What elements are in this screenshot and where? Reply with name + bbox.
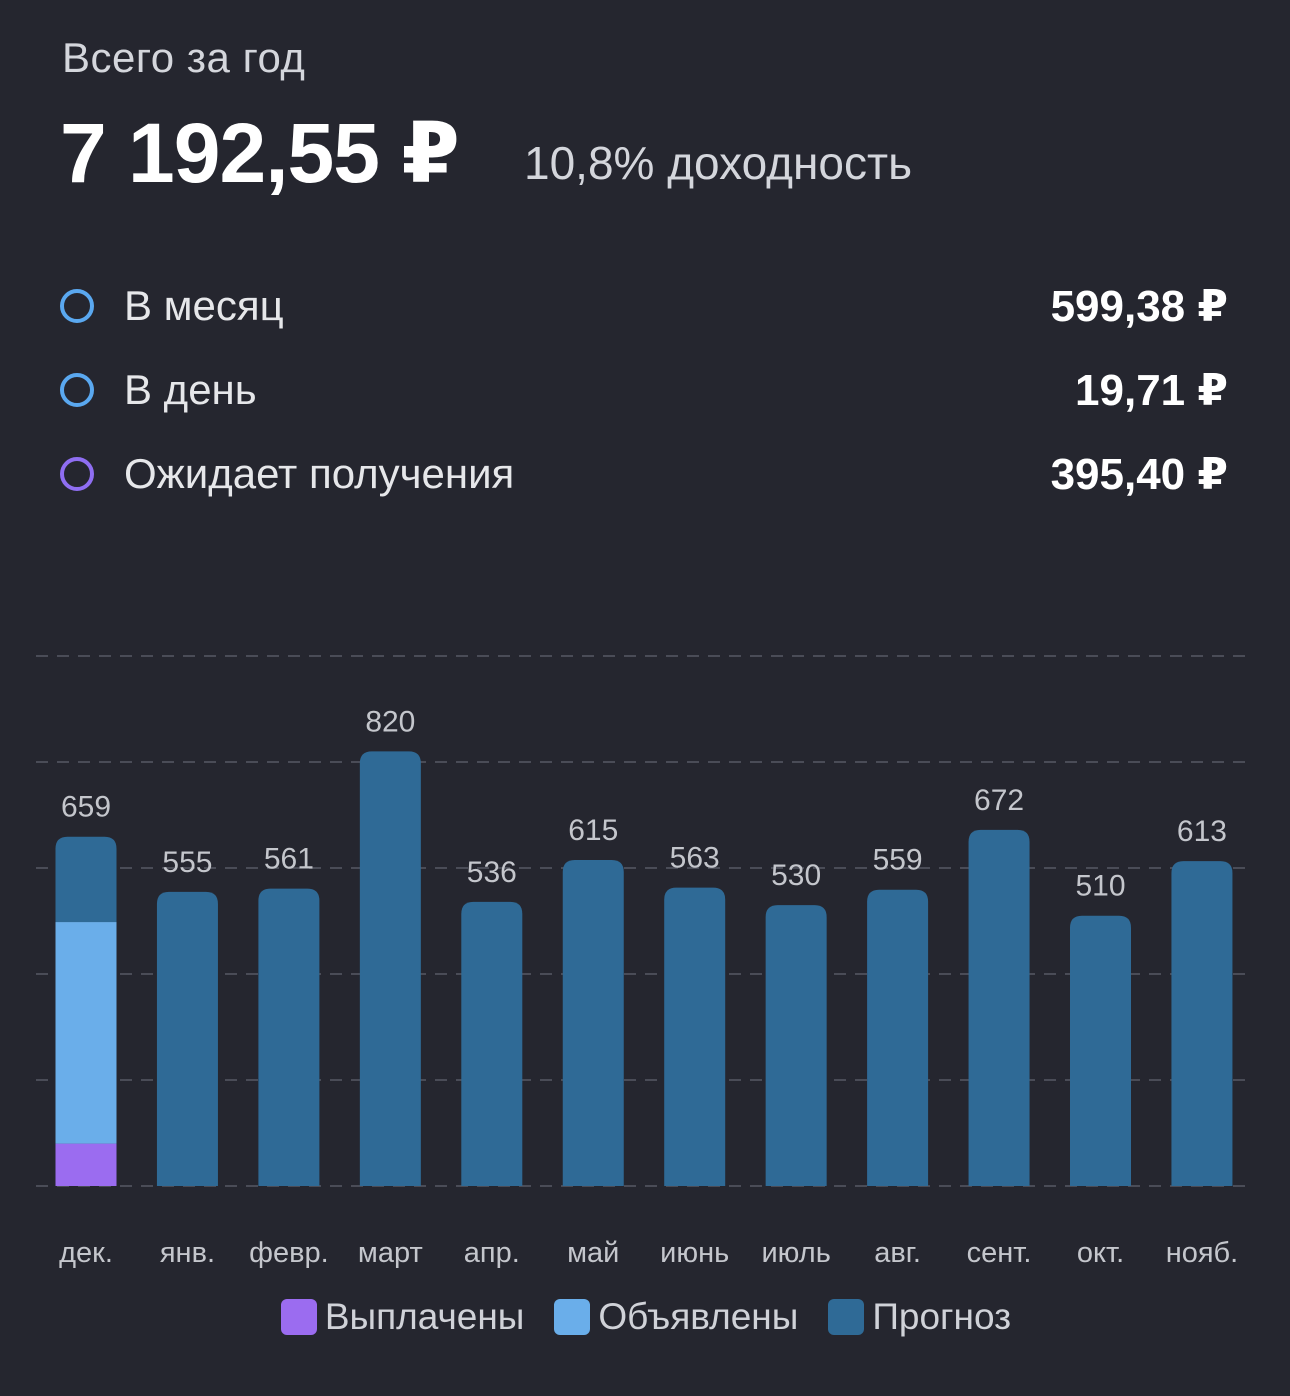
- stat-label-day: В день: [124, 366, 257, 413]
- yield-label: 10,8% доходность: [524, 137, 913, 189]
- bar-value-label: 613: [1177, 815, 1227, 848]
- stat-value-pending: 395,40 ₽: [1050, 449, 1228, 499]
- stat-row-month: В месяц 599,38 ₽: [60, 276, 1228, 336]
- x-tick-label: июль: [761, 1237, 830, 1269]
- legend-label-paid: Выплачены: [324, 1296, 525, 1337]
- bar-segment: [55, 1143, 117, 1186]
- bar-segment: [664, 887, 726, 1186]
- bar-segment: [156, 891, 218, 1186]
- legend-swatch-forecast: [828, 1299, 865, 1335]
- header-title: Всего за год: [62, 34, 306, 81]
- circle-icon: [60, 289, 94, 323]
- dividend-bar-chart: 659 дек. 555 янв. 561 февр. 820 март 536 апр. 615 м…: [36, 655, 1248, 1269]
- bar-segment: [258, 888, 320, 1186]
- bar-segment: [55, 922, 117, 1144]
- x-tick-label: май: [567, 1237, 619, 1269]
- bar-value-label: 672: [974, 784, 1024, 817]
- bar-value-label: 559: [873, 844, 923, 877]
- bar-segment: [55, 836, 117, 923]
- stat-row-pending: Ожидает получения 395,40 ₽: [60, 444, 1228, 504]
- chart-legend: Выплачены Объявлены Прогноз: [0, 1296, 1290, 1338]
- bar-value-label: 820: [365, 705, 415, 738]
- x-tick-label: февр.: [249, 1237, 329, 1269]
- stat-value-month: 599,38 ₽: [1050, 281, 1228, 331]
- legend-item-announced[interactable]: Объявлены: [554, 1296, 798, 1338]
- stat-value-day: 19,71 ₽: [1075, 365, 1228, 415]
- stat-label-month: В месяц: [124, 282, 284, 329]
- x-tick-label: июнь: [660, 1237, 729, 1269]
- bar-value-label: 536: [467, 856, 517, 889]
- bar-value-label: 563: [670, 842, 720, 875]
- legend-label-forecast: Прогноз: [872, 1296, 1012, 1337]
- x-tick-label: авг.: [874, 1237, 921, 1269]
- x-tick-label: дек.: [59, 1237, 113, 1269]
- x-tick-label: окт.: [1077, 1237, 1124, 1269]
- legend-item-paid[interactable]: Выплачены: [280, 1296, 525, 1338]
- bar-value-label: 510: [1075, 870, 1125, 903]
- x-tick-label: нояб.: [1166, 1237, 1239, 1269]
- legend-swatch-announced: [554, 1299, 591, 1335]
- x-tick-label: март: [358, 1237, 423, 1269]
- x-tick-label: янв.: [160, 1237, 215, 1269]
- total-amount: 7 192,55 ₽: [60, 106, 460, 200]
- legend-item-forecast[interactable]: Прогноз: [828, 1296, 1011, 1338]
- bar-segment: [765, 905, 827, 1186]
- stat-row-day: В день 19,71 ₽: [60, 360, 1228, 420]
- bar-value-label: 530: [771, 859, 821, 892]
- bar-value-label: 555: [162, 846, 212, 879]
- bar-segment: [359, 751, 421, 1186]
- bar-segment: [562, 860, 624, 1186]
- legend-label-announced: Объявлены: [598, 1296, 799, 1337]
- circle-icon: [60, 373, 94, 407]
- bar-value-label: 659: [61, 791, 111, 824]
- x-tick-label: апр.: [464, 1237, 520, 1269]
- bar-segment: [1171, 861, 1233, 1186]
- bar-segment: [1070, 915, 1131, 1186]
- x-tick-label: сент.: [967, 1237, 1032, 1269]
- bar-segment: [867, 889, 929, 1186]
- bar-segment: [968, 829, 1030, 1186]
- bar-segment: [461, 901, 523, 1186]
- legend-swatch-paid: [280, 1299, 317, 1335]
- circle-icon: [60, 457, 94, 491]
- bar-value-label: 561: [264, 843, 314, 876]
- stat-label-pending: Ожидает получения: [124, 450, 515, 497]
- bar-value-label: 615: [568, 814, 618, 847]
